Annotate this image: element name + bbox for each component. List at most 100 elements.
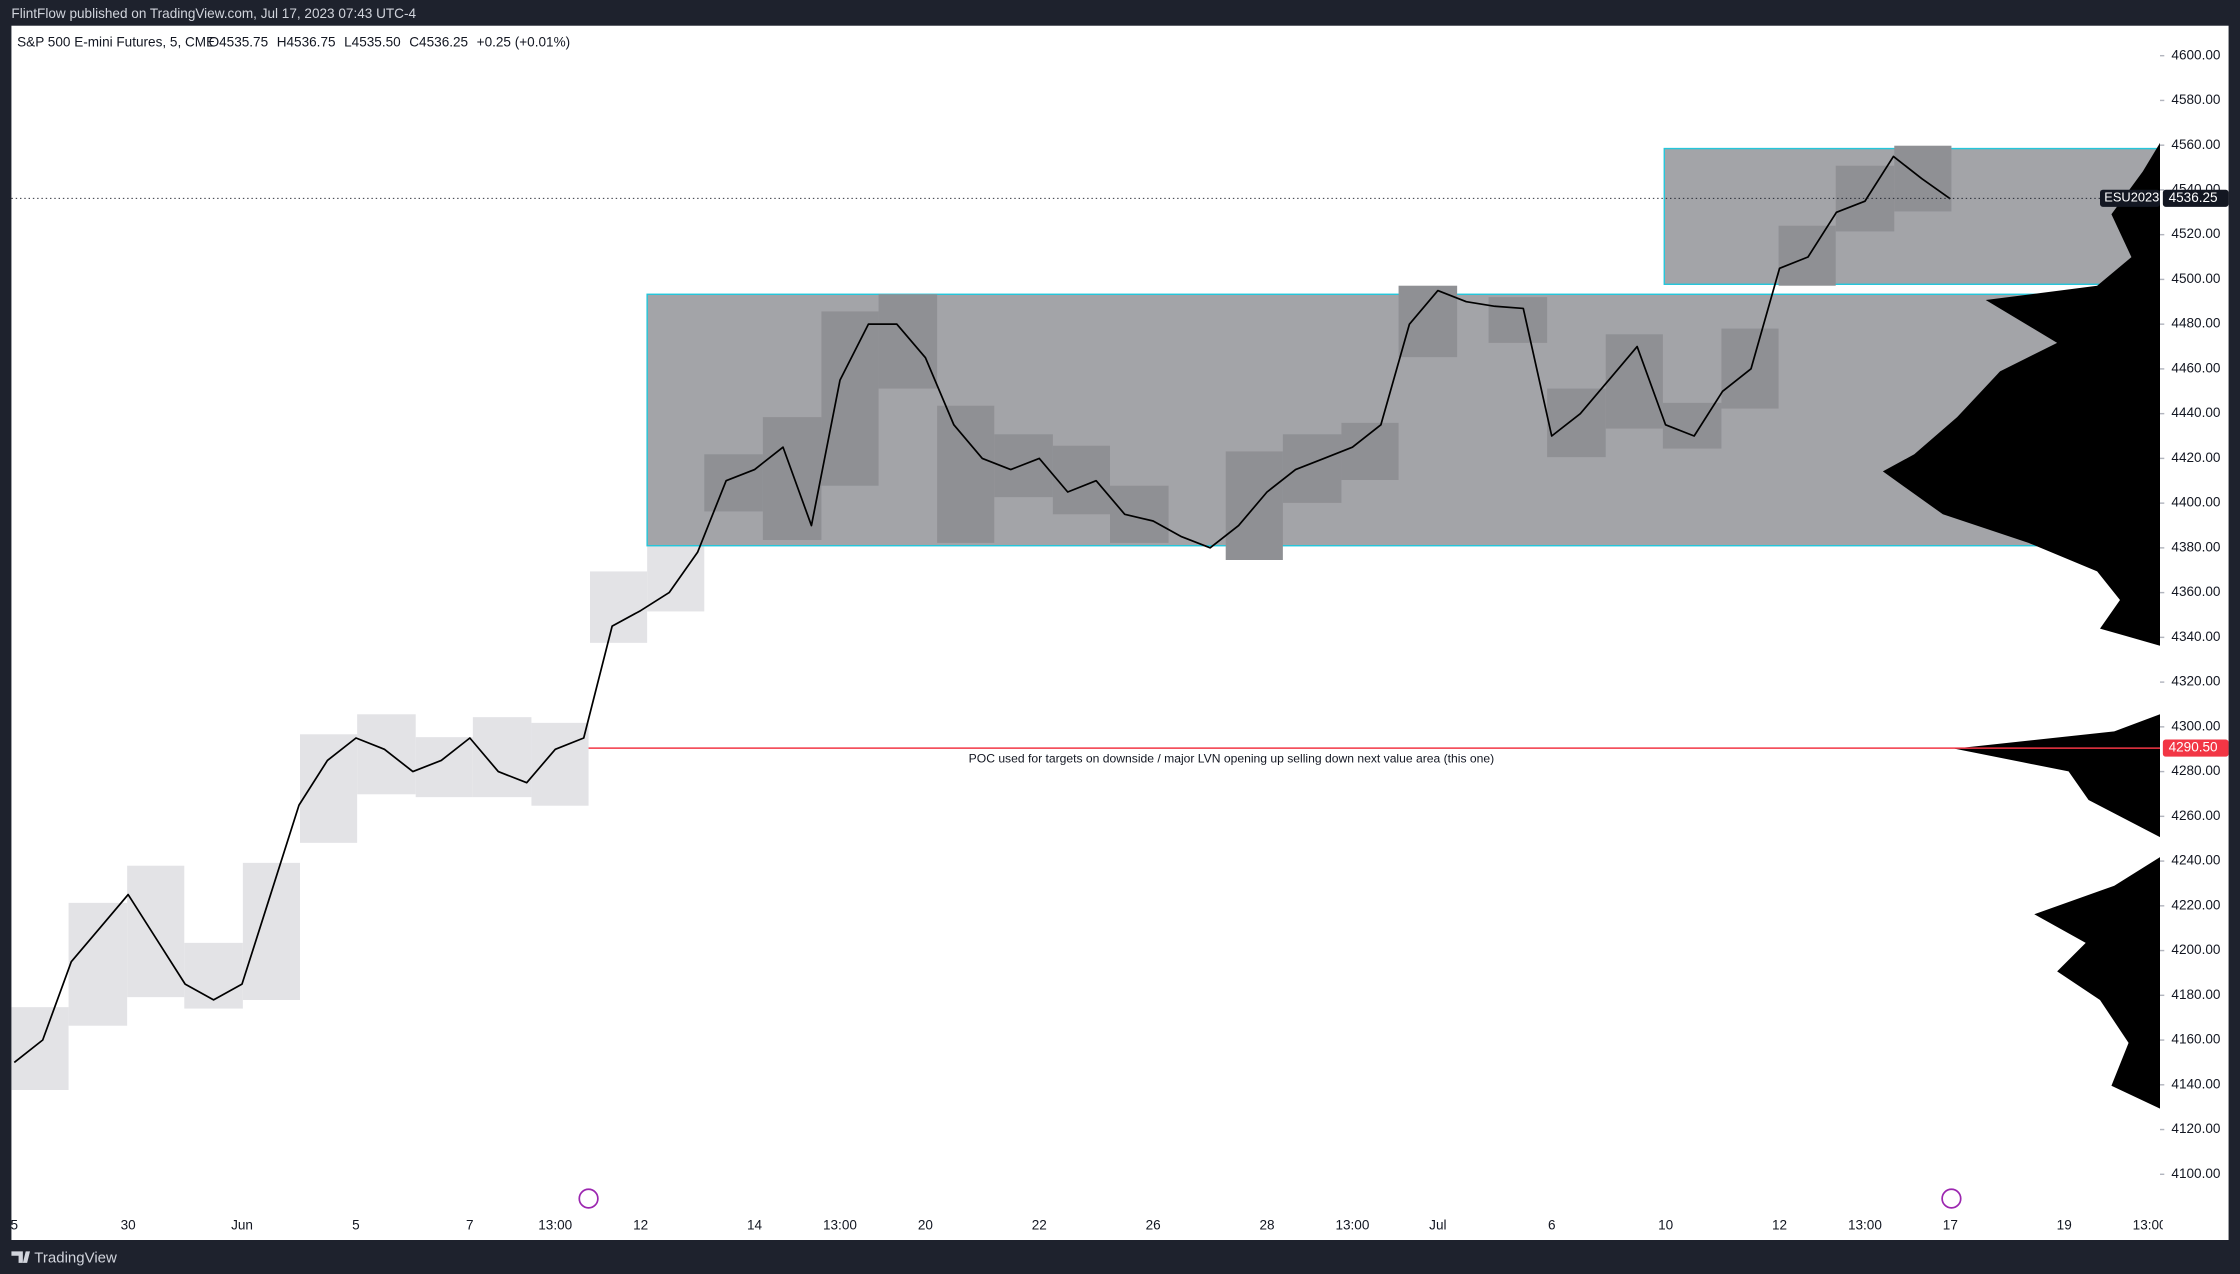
published-by: FlintFlow published on TradingView.com, … xyxy=(11,6,416,21)
y-tick-label: 4320.00 xyxy=(2171,674,2220,689)
legend-stat: L4535.50 xyxy=(344,34,401,49)
symbol-box xyxy=(2100,189,2160,207)
profile-shape xyxy=(1954,714,2160,838)
x-tick-label: 13:00 xyxy=(538,1217,572,1232)
brand: TradingView xyxy=(34,1250,117,1267)
y-tick-label: 4220.00 xyxy=(2171,897,2220,912)
annotation: POC used for targets on downside / major… xyxy=(969,752,1495,766)
legend-stat: H4536.75 xyxy=(277,34,336,49)
y-tick-label: 4380.00 xyxy=(2171,539,2220,554)
session-box xyxy=(1605,334,1663,429)
legend-title: S&P 500 E-mini Futures, 5, CME xyxy=(17,34,215,49)
session-box xyxy=(184,942,243,1009)
x-tick-label: 5 xyxy=(11,1217,19,1232)
x-tick-label: 26 xyxy=(1146,1217,1161,1232)
y-tick-label: 4580.00 xyxy=(2171,92,2220,107)
session-box xyxy=(704,454,763,512)
x-tick-label: 13:00 xyxy=(1335,1217,1369,1232)
profile-shape xyxy=(1882,142,2160,646)
session-box xyxy=(11,1007,69,1090)
x-tick-label: 30 xyxy=(121,1217,137,1232)
session-box xyxy=(127,865,185,998)
session-box xyxy=(762,417,822,540)
session-box xyxy=(1547,388,1606,458)
session-boxes xyxy=(11,528,705,1090)
session-boxes-inner xyxy=(704,145,1952,560)
session-box xyxy=(1488,297,1548,343)
session-box xyxy=(937,405,995,543)
profile-shape xyxy=(2034,857,2160,1109)
legend-stat: +0.25 (+0.01%) xyxy=(477,34,571,49)
last-price-label: 4536.25 xyxy=(2169,190,2218,205)
y-tick-label: 4280.00 xyxy=(2171,763,2220,778)
session-box xyxy=(821,311,879,486)
y-tick-label: 4400.00 xyxy=(2171,495,2220,510)
session-box xyxy=(531,722,589,806)
event-icon[interactable] xyxy=(578,1188,599,1209)
price-line xyxy=(13,155,1951,1064)
drawings xyxy=(11,142,2160,1109)
y-tick-label: 4500.00 xyxy=(2171,271,2220,286)
legend-stat: O4535.75 xyxy=(209,34,269,49)
y-tick-label: 4600.00 xyxy=(2171,47,2220,62)
session-box xyxy=(242,862,300,1000)
session-box xyxy=(1110,485,1169,543)
session-box xyxy=(472,717,532,798)
x-tick-label: 19 xyxy=(2057,1217,2072,1232)
y-tick-label: 4260.00 xyxy=(2171,808,2220,823)
x-tick-label: 12 xyxy=(1772,1217,1787,1232)
session-box xyxy=(1341,422,1399,480)
y-tick-label: 4440.00 xyxy=(2171,405,2220,420)
session-box xyxy=(1778,225,1836,286)
x-tick-label: Jun xyxy=(231,1217,253,1232)
x-tick-label: 6 xyxy=(1548,1217,1556,1232)
y-tick-label: 4360.00 xyxy=(2171,584,2220,599)
y-tick-label: 4240.00 xyxy=(2171,853,2220,868)
symbol-label: ESU2023 xyxy=(2104,190,2159,205)
y-tick-label: 4520.00 xyxy=(2171,226,2220,241)
x-tick-label: 10 xyxy=(1658,1217,1674,1232)
y-tick-label: 4180.00 xyxy=(2171,987,2220,1002)
y-tick-label: 4420.00 xyxy=(2171,450,2220,465)
poc-label-box xyxy=(2162,739,2229,757)
y-tick-label: 4340.00 xyxy=(2171,629,2220,644)
session-box xyxy=(994,434,1053,498)
x-tick-label: 28 xyxy=(1259,1217,1274,1232)
session-box xyxy=(590,571,648,643)
footer: TradingView xyxy=(11,1250,117,1267)
x-tick-label: 13:00 xyxy=(823,1217,857,1232)
x-tick-label: 20 xyxy=(918,1217,934,1232)
y-tick-label: 4560.00 xyxy=(2171,137,2220,152)
y-tick-label: 4200.00 xyxy=(2171,942,2220,957)
x-tick-label: Jul xyxy=(1429,1217,1446,1232)
y-tick-label: 4160.00 xyxy=(2171,1032,2220,1047)
session-box xyxy=(1052,445,1110,515)
x-tick-label: 7 xyxy=(466,1217,474,1232)
y-tick-label: 4100.00 xyxy=(2171,1166,2220,1181)
y-tick-label: 4480.00 xyxy=(2171,316,2220,331)
legend-stat: C4536.25 xyxy=(409,34,468,49)
x-tick-label: 17 xyxy=(1943,1217,1958,1232)
plot: POC used for targets on downside / major… xyxy=(11,155,2160,1064)
session-box xyxy=(1398,285,1458,358)
session-box xyxy=(878,294,938,389)
y-tick-label: 4120.00 xyxy=(2171,1121,2220,1136)
event-icon[interactable] xyxy=(1941,1188,1962,1209)
session-box xyxy=(357,714,416,795)
x-axis: 5 30 Jun 5 7 13:00 12 14 13:00 20 22 26 28 13:00 Jul 6 1… xyxy=(11,1217,2162,1232)
x-tick-label: 5 xyxy=(352,1217,360,1232)
x-tick-label: 14 xyxy=(747,1217,763,1232)
x-tick-label: 22 xyxy=(1032,1217,1047,1232)
legend: S&P 500 E-mini Futures, 5, CME O4535.75 H… xyxy=(17,34,570,49)
y-tick-label: 4300.00 xyxy=(2171,718,2220,733)
session-box xyxy=(1662,402,1722,449)
last-price-box xyxy=(2162,189,2229,207)
session-box xyxy=(1282,434,1342,503)
logo xyxy=(11,1251,30,1263)
session-box xyxy=(68,902,128,1026)
poc-label: 4290.50 xyxy=(2169,740,2218,755)
x-tick-label: 12 xyxy=(633,1217,648,1232)
y-tick-label: 4460.00 xyxy=(2171,360,2220,375)
